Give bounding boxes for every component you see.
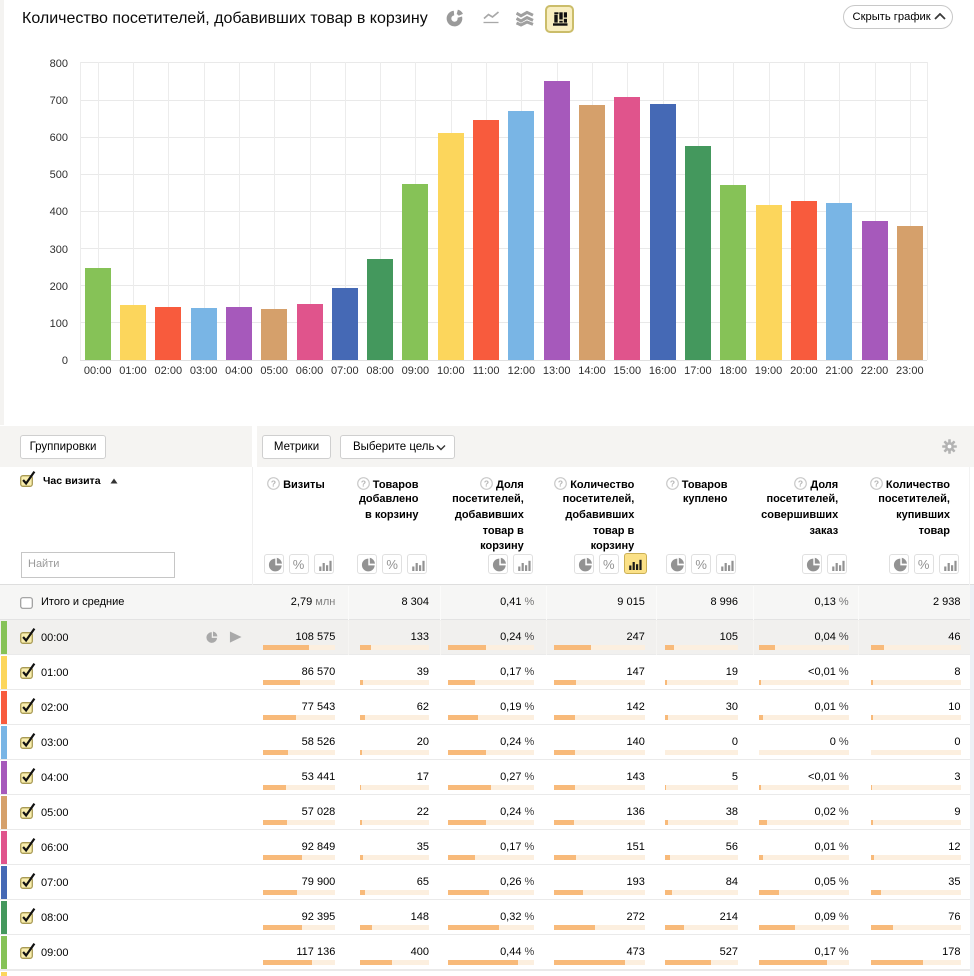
- svg-text:?: ?: [271, 478, 276, 488]
- svg-text:?: ?: [558, 478, 563, 488]
- svg-text:?: ?: [361, 478, 366, 488]
- svg-text:?: ?: [874, 478, 879, 488]
- svg-text:?: ?: [670, 478, 675, 488]
- svg-text:?: ?: [484, 478, 489, 488]
- svg-text:?: ?: [798, 478, 803, 488]
